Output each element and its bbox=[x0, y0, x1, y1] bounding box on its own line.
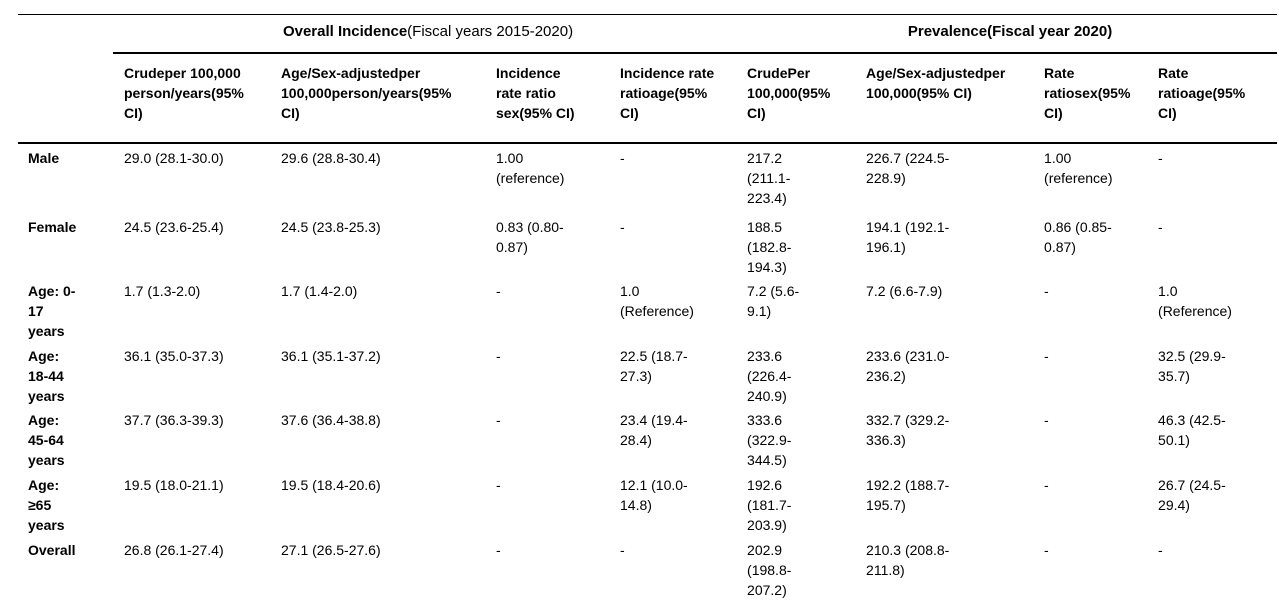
table-row-age-18-44: Age: 18-44 years 36.1 (35.0-37.3) 36.1 (… bbox=[18, 342, 1277, 406]
group-title-bold: Overall Incidence bbox=[282, 23, 408, 40]
table-row-female: Female 24.5 (23.6-25.4) 24.5 (23.8-25.3)… bbox=[18, 213, 1277, 277]
table-cell: 26.7 (24.5- 29.4) bbox=[1158, 477, 1226, 513]
table-cell: 7.2 (5.6- 9.1) bbox=[747, 283, 800, 319]
table-cell: 188.5 (182.8- 194.3) bbox=[747, 219, 792, 275]
row-label: Age: 18-44 years bbox=[28, 348, 65, 404]
table-cell: 1.7 (1.4-2.0) bbox=[281, 283, 358, 299]
table-cell: - bbox=[496, 477, 501, 493]
table-cell: 233.6 (231.0- 236.2) bbox=[866, 348, 950, 384]
table-cell: 19.5 (18.4-20.6) bbox=[281, 477, 381, 493]
table-cell: - bbox=[496, 412, 501, 428]
table-cell: 202.9 (198.8- 207.2) bbox=[747, 542, 792, 598]
row-label: Male bbox=[28, 150, 60, 166]
table-cell: - bbox=[1158, 219, 1163, 235]
table-cell: 46.3 (42.5- 50.1) bbox=[1158, 412, 1226, 448]
table-cell: 19.5 (18.0-21.1) bbox=[124, 477, 224, 493]
table-cell: 37.7 (36.3-39.3) bbox=[124, 412, 224, 428]
table-cell: 1.0 (Reference) bbox=[620, 283, 694, 319]
table-cell: - bbox=[620, 542, 625, 558]
table-cell: 1.00 (reference) bbox=[496, 150, 565, 186]
column-header-crude-incidence: Crudeper 100,000 person/years(95% CI) bbox=[113, 53, 270, 144]
column-header-adjusted-incidence: Age/Sex-adjustedper 100,000person/years(… bbox=[270, 53, 485, 144]
table-cell: 29.6 (28.8-30.4) bbox=[281, 150, 381, 166]
table-row-age-45-64: Age: 45-64 years 37.7 (36.3-39.3) 37.6 (… bbox=[18, 406, 1277, 471]
column-header-rate-ratio-sex: Rate ratiosex(95% CI) bbox=[1033, 53, 1148, 144]
table-cell: 24.5 (23.6-25.4) bbox=[124, 219, 224, 235]
table-cell: - bbox=[1044, 283, 1049, 299]
table-cell: 0.86 (0.85- 0.87) bbox=[1044, 219, 1112, 255]
table-cell: - bbox=[496, 542, 501, 558]
table-cell: 226.7 (224.5- 228.9) bbox=[866, 150, 950, 186]
column-header-incidence-rate-ratio-age: Incidence rate ratioage(95% CI) bbox=[609, 53, 737, 144]
table-cell: - bbox=[1158, 150, 1163, 166]
table-cell: - bbox=[1044, 542, 1049, 558]
group-title-bold: Prevalence(Fiscal year 2020) bbox=[907, 23, 1113, 40]
table-cell: - bbox=[1158, 542, 1163, 558]
column-header-adjusted-prevalence: Age/Sex-adjustedper 100,000(95% CI) bbox=[855, 53, 1034, 144]
table-cell: 210.3 (208.8- 211.8) bbox=[866, 542, 950, 578]
table-cell: - bbox=[496, 283, 501, 299]
row-label: Overall bbox=[28, 542, 76, 558]
table-row-overall: Overall 26.8 (26.1-27.4) 27.1 (26.5-27.6… bbox=[18, 536, 1277, 600]
group-header-overall-incidence: Overall Incidence(Fiscal years 2015-2020… bbox=[113, 14, 737, 54]
table-cell: 217.2 (211.1- 223.4) bbox=[747, 150, 791, 206]
table-cell: 37.6 (36.4-38.8) bbox=[281, 412, 381, 428]
row-label: Female bbox=[28, 219, 77, 235]
table-cell: 233.6 (226.4- 240.9) bbox=[747, 348, 792, 404]
table-cell: 36.1 (35.1-37.2) bbox=[281, 348, 381, 364]
incidence-prevalence-table: Overall Incidence(Fiscal years 2015-2020… bbox=[18, 14, 1278, 600]
corner-cell bbox=[18, 15, 113, 54]
table-cell: 0.83 (0.80- 0.87) bbox=[496, 219, 564, 255]
table-cell: 36.1 (35.0-37.3) bbox=[124, 348, 224, 364]
table-cell: 26.8 (26.1-27.4) bbox=[124, 542, 224, 558]
table-cell: 1.00 (reference) bbox=[1044, 150, 1113, 186]
row-label: Age: 0- 17 years bbox=[28, 283, 76, 339]
table-cell: - bbox=[1044, 348, 1049, 364]
table-cell: 1.0 (Reference) bbox=[1158, 283, 1232, 319]
table-cell: 1.7 (1.3-2.0) bbox=[124, 283, 201, 299]
table-row-male: Male 29.0 (28.1-30.0) 29.6 (28.8-30.4) 1… bbox=[18, 143, 1277, 213]
row-label: Age: 45-64 years bbox=[28, 412, 65, 468]
column-header-crude-prevalence: CrudePer 100,000(95% CI) bbox=[736, 53, 856, 144]
table-cell: 22.5 (18.7- 27.3) bbox=[620, 348, 688, 384]
column-header-rate-ratio-age: Rate ratioage(95% CI) bbox=[1147, 53, 1278, 144]
table-cell: 12.1 (10.0- 14.8) bbox=[620, 477, 688, 513]
table-cell: 194.1 (192.1- 196.1) bbox=[866, 219, 950, 255]
table-cell: - bbox=[620, 219, 625, 235]
group-title-normal: (Fiscal years 2015-2020) bbox=[407, 23, 574, 40]
table-cell: - bbox=[1044, 412, 1049, 428]
table-cell: 32.5 (29.9- 35.7) bbox=[1158, 348, 1226, 384]
table-row-age-65-plus: Age: ≥65 years 19.5 (18.0-21.1) 19.5 (18… bbox=[18, 471, 1277, 536]
column-header-incidence-rate-ratio-sex: Incidence rate ratio sex(95% CI) bbox=[485, 53, 609, 144]
row-label: Age: ≥65 years bbox=[28, 477, 65, 533]
table-cell: 192.2 (188.7- 195.7) bbox=[866, 477, 950, 513]
table-cell: 24.5 (23.8-25.3) bbox=[281, 219, 381, 235]
table-cell: 192.6 (181.7- 203.9) bbox=[747, 477, 792, 533]
table-row-age-0-17: Age: 0- 17 years 1.7 (1.3-2.0) 1.7 (1.4-… bbox=[18, 277, 1277, 342]
group-header-row: Overall Incidence(Fiscal years 2015-2020… bbox=[18, 14, 1278, 54]
table-cell: - bbox=[496, 348, 501, 364]
table-cell: - bbox=[620, 150, 625, 166]
table-cell: 332.7 (329.2- 336.3) bbox=[866, 412, 950, 448]
corner-cell bbox=[18, 53, 113, 144]
column-header-row: Crudeper 100,000 person/years(95% CI) Ag… bbox=[18, 53, 1278, 144]
table-cell: 29.0 (28.1-30.0) bbox=[124, 150, 224, 166]
table-cell: 27.1 (26.5-27.6) bbox=[281, 542, 381, 558]
table-cell: 23.4 (19.4- 28.4) bbox=[620, 412, 688, 448]
table-cell: - bbox=[1044, 477, 1049, 493]
table-cell: 333.6 (322.9- 344.5) bbox=[747, 412, 792, 468]
group-header-prevalence: Prevalence(Fiscal year 2020) bbox=[736, 14, 1278, 54]
table-cell: 7.2 (6.6-7.9) bbox=[866, 283, 943, 299]
